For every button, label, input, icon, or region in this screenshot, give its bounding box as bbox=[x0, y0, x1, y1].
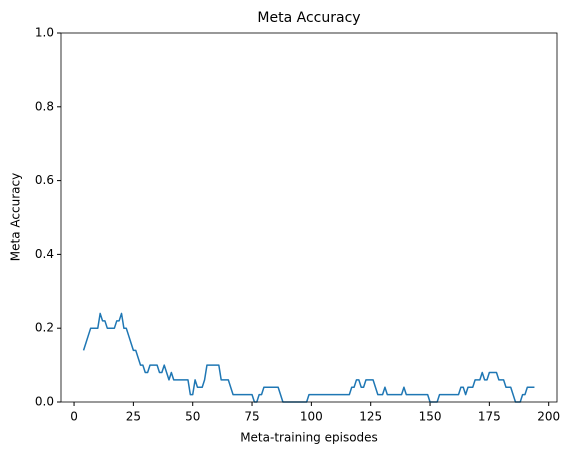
y-tick-label: 0.6 bbox=[35, 173, 54, 187]
x-axis-label: Meta-training episodes bbox=[240, 431, 378, 445]
y-tick-label: 0.4 bbox=[35, 247, 54, 261]
plot-frame bbox=[60, 32, 558, 403]
y-tick-label: 0.2 bbox=[35, 321, 54, 335]
y-axis-label: Meta Accuracy bbox=[9, 173, 23, 261]
data-line bbox=[82, 312, 535, 403]
x-tick-label: 200 bbox=[537, 410, 560, 424]
x-tick-label: 75 bbox=[244, 410, 259, 424]
y-tick-label: 1.0 bbox=[35, 26, 54, 40]
x-tick-label: 175 bbox=[478, 410, 501, 424]
x-tick-label: 150 bbox=[419, 410, 442, 424]
x-tick-label: 125 bbox=[359, 410, 382, 424]
y-tick-label: 0.0 bbox=[35, 395, 54, 409]
chart-title: Meta Accuracy bbox=[257, 10, 360, 26]
x-tick-label: 25 bbox=[126, 410, 141, 424]
x-tick-label: 100 bbox=[300, 410, 323, 424]
x-tick-label: 0 bbox=[70, 410, 78, 424]
x-tick-label: 50 bbox=[185, 410, 200, 424]
y-tick-label: 0.8 bbox=[35, 99, 54, 113]
